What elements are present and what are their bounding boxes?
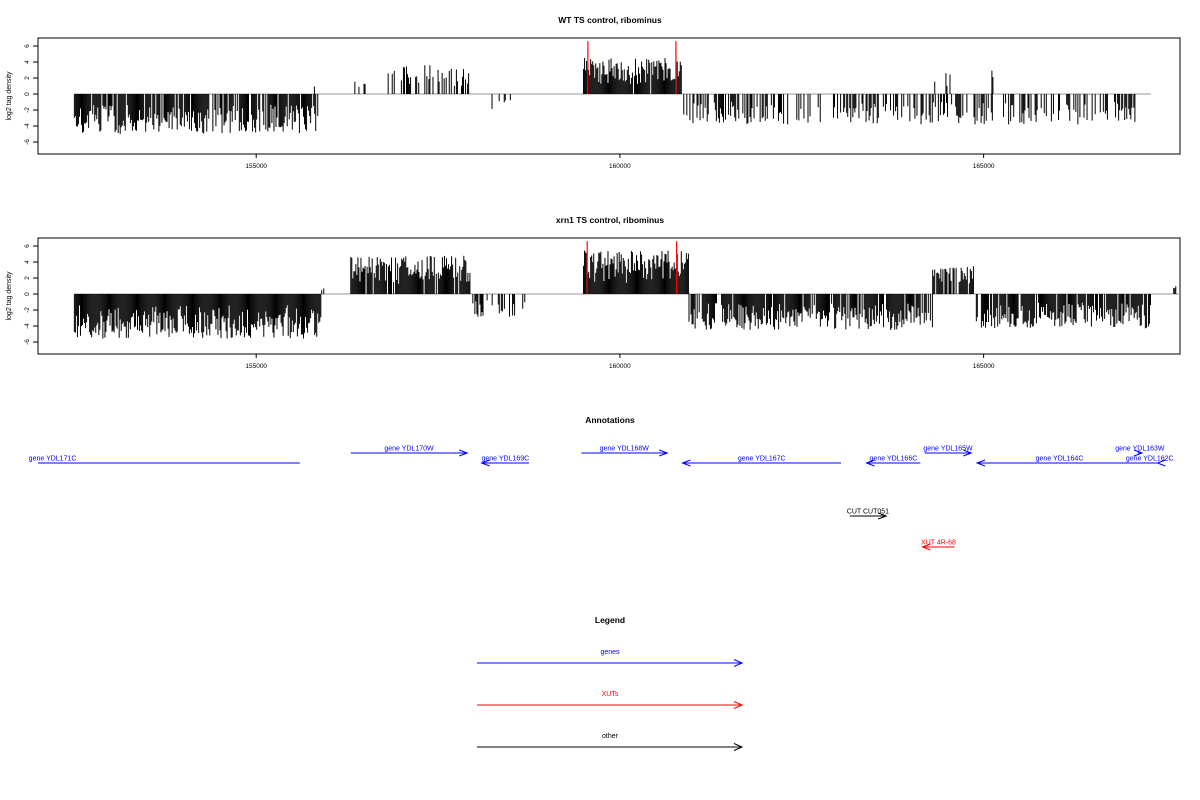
legend-label: XUTs [602,691,619,698]
feature-label: gene YDL169C [481,456,529,463]
y-tick-label: -6 [24,339,31,345]
annotation-feature: gene YDL169C [480,456,529,467]
legend-panel: Legend genes XUTs other [477,615,744,751]
annotation-feature: gene YDL165W [923,446,973,457]
x-tick-label: 165000 [973,163,995,170]
feature-label: gene YDL165W [923,446,973,453]
panel-wt-y-axis: -6 -4 -2 0 2 4 6 [24,44,38,145]
annotations-title: Annotations [585,415,635,425]
panel-xrn1-ylabel: log2 tag density [6,271,13,321]
y-tick-label: 0 [24,92,31,96]
feature-label: gene YDL162C [1126,456,1174,463]
legend-arrowhead [733,743,744,751]
y-tick-label: 4 [24,60,31,64]
feature-label: CUT CUT051 [847,509,889,516]
legend-arrowhead [733,659,744,667]
legend-label: other [602,733,619,740]
annotation-feature: gene YDL170W [350,446,469,457]
y-tick-label: 2 [24,276,31,280]
x-tick-label: 165000 [973,363,995,370]
feature-arrowhead [921,543,931,551]
y-tick-label: -2 [24,307,31,313]
feature-arrowhead [865,459,875,467]
panel-xrn1-x-axis: 155000 160000 165000 [245,354,995,370]
panel-wt: WT TS control, ribominus log2 tag densit… [6,15,1181,170]
panel-xrn1-bars [73,241,1180,339]
feature-arrowhead [963,449,973,457]
feature-label: gene YDL166C [870,456,918,463]
y-tick-label: -6 [24,139,31,145]
legend-arrowhead [733,701,744,709]
x-tick-label: 160000 [609,363,631,370]
feature-arrowhead [975,459,986,467]
legend-item: other [477,733,744,751]
feature-arrowhead [1156,459,1166,467]
y-tick-label: 6 [24,244,31,248]
y-tick-label: -2 [24,107,31,113]
panel-wt-frame [37,37,1181,155]
y-tick-label: 6 [24,44,31,48]
feature-label: gene YDL170W [384,446,434,453]
annotation-feature: gene YDL166C [865,456,921,467]
panel-wt-ylabel: log2 tag density [6,71,13,121]
feature-arrowhead [1133,449,1144,457]
annotation-feature: XUT 4R-68 [921,540,956,551]
annotation-feature: gene YDL164C [975,456,1142,467]
panel-wt-title: WT TS control, ribominus [558,15,662,25]
x-tick-label: 160000 [609,163,631,170]
y-tick-label: -4 [24,323,31,329]
legend-title: Legend [595,615,625,625]
panel-xrn1-y-axis: -6 -4 -2 0 2 4 6 [24,244,38,345]
legend-items: genes XUTs other [477,649,744,751]
feature-arrowhead [480,459,490,467]
panel-xrn1-frame [37,237,1181,355]
x-tick-label: 155000 [245,163,267,170]
feature-label: gene YDL168W [600,446,650,453]
legend-item: XUTs [477,691,744,709]
legend-item: genes [477,649,744,667]
legend-label: genes [600,649,620,656]
feature-label: gene YDL163W [1115,446,1165,453]
feature-label: gene YDL164C [1036,456,1084,463]
panel-xrn1: xrn1 TS control, ribominus log2 tag dens… [6,215,1181,370]
feature-label: XUT 4R-68 [921,540,956,547]
panel-wt-x-axis: 155000 160000 165000 [245,154,995,170]
x-tick-label: 155000 [245,363,267,370]
annotation-feature: gene YDL163W [1115,446,1165,457]
annotation-features: gene YDL171C gene YDL170W gene YDL169C gene… [29,446,1174,551]
panel-xrn1-title: xrn1 TS control, ribominus [556,215,664,225]
annotation-feature: gene YDL167C [681,456,842,467]
y-tick-label: 4 [24,260,31,264]
feature-arrowhead [877,512,888,520]
feature-arrowhead [659,449,669,457]
panel-wt-bars [73,41,1151,134]
y-tick-label: 2 [24,76,31,80]
feature-arrowhead [458,449,469,457]
annotation-feature: gene YDL162C [1126,456,1174,467]
feature-label: gene YDL167C [738,456,786,463]
annotation-feature: gene YDL171C [29,456,300,464]
feature-label: gene YDL171C [29,456,77,463]
annotation-feature: CUT CUT051 [847,509,889,520]
annotation-feature: gene YDL168W [581,446,669,457]
feature-arrowhead [681,459,691,467]
y-tick-label: -4 [24,123,31,129]
y-tick-label: 0 [24,292,31,296]
